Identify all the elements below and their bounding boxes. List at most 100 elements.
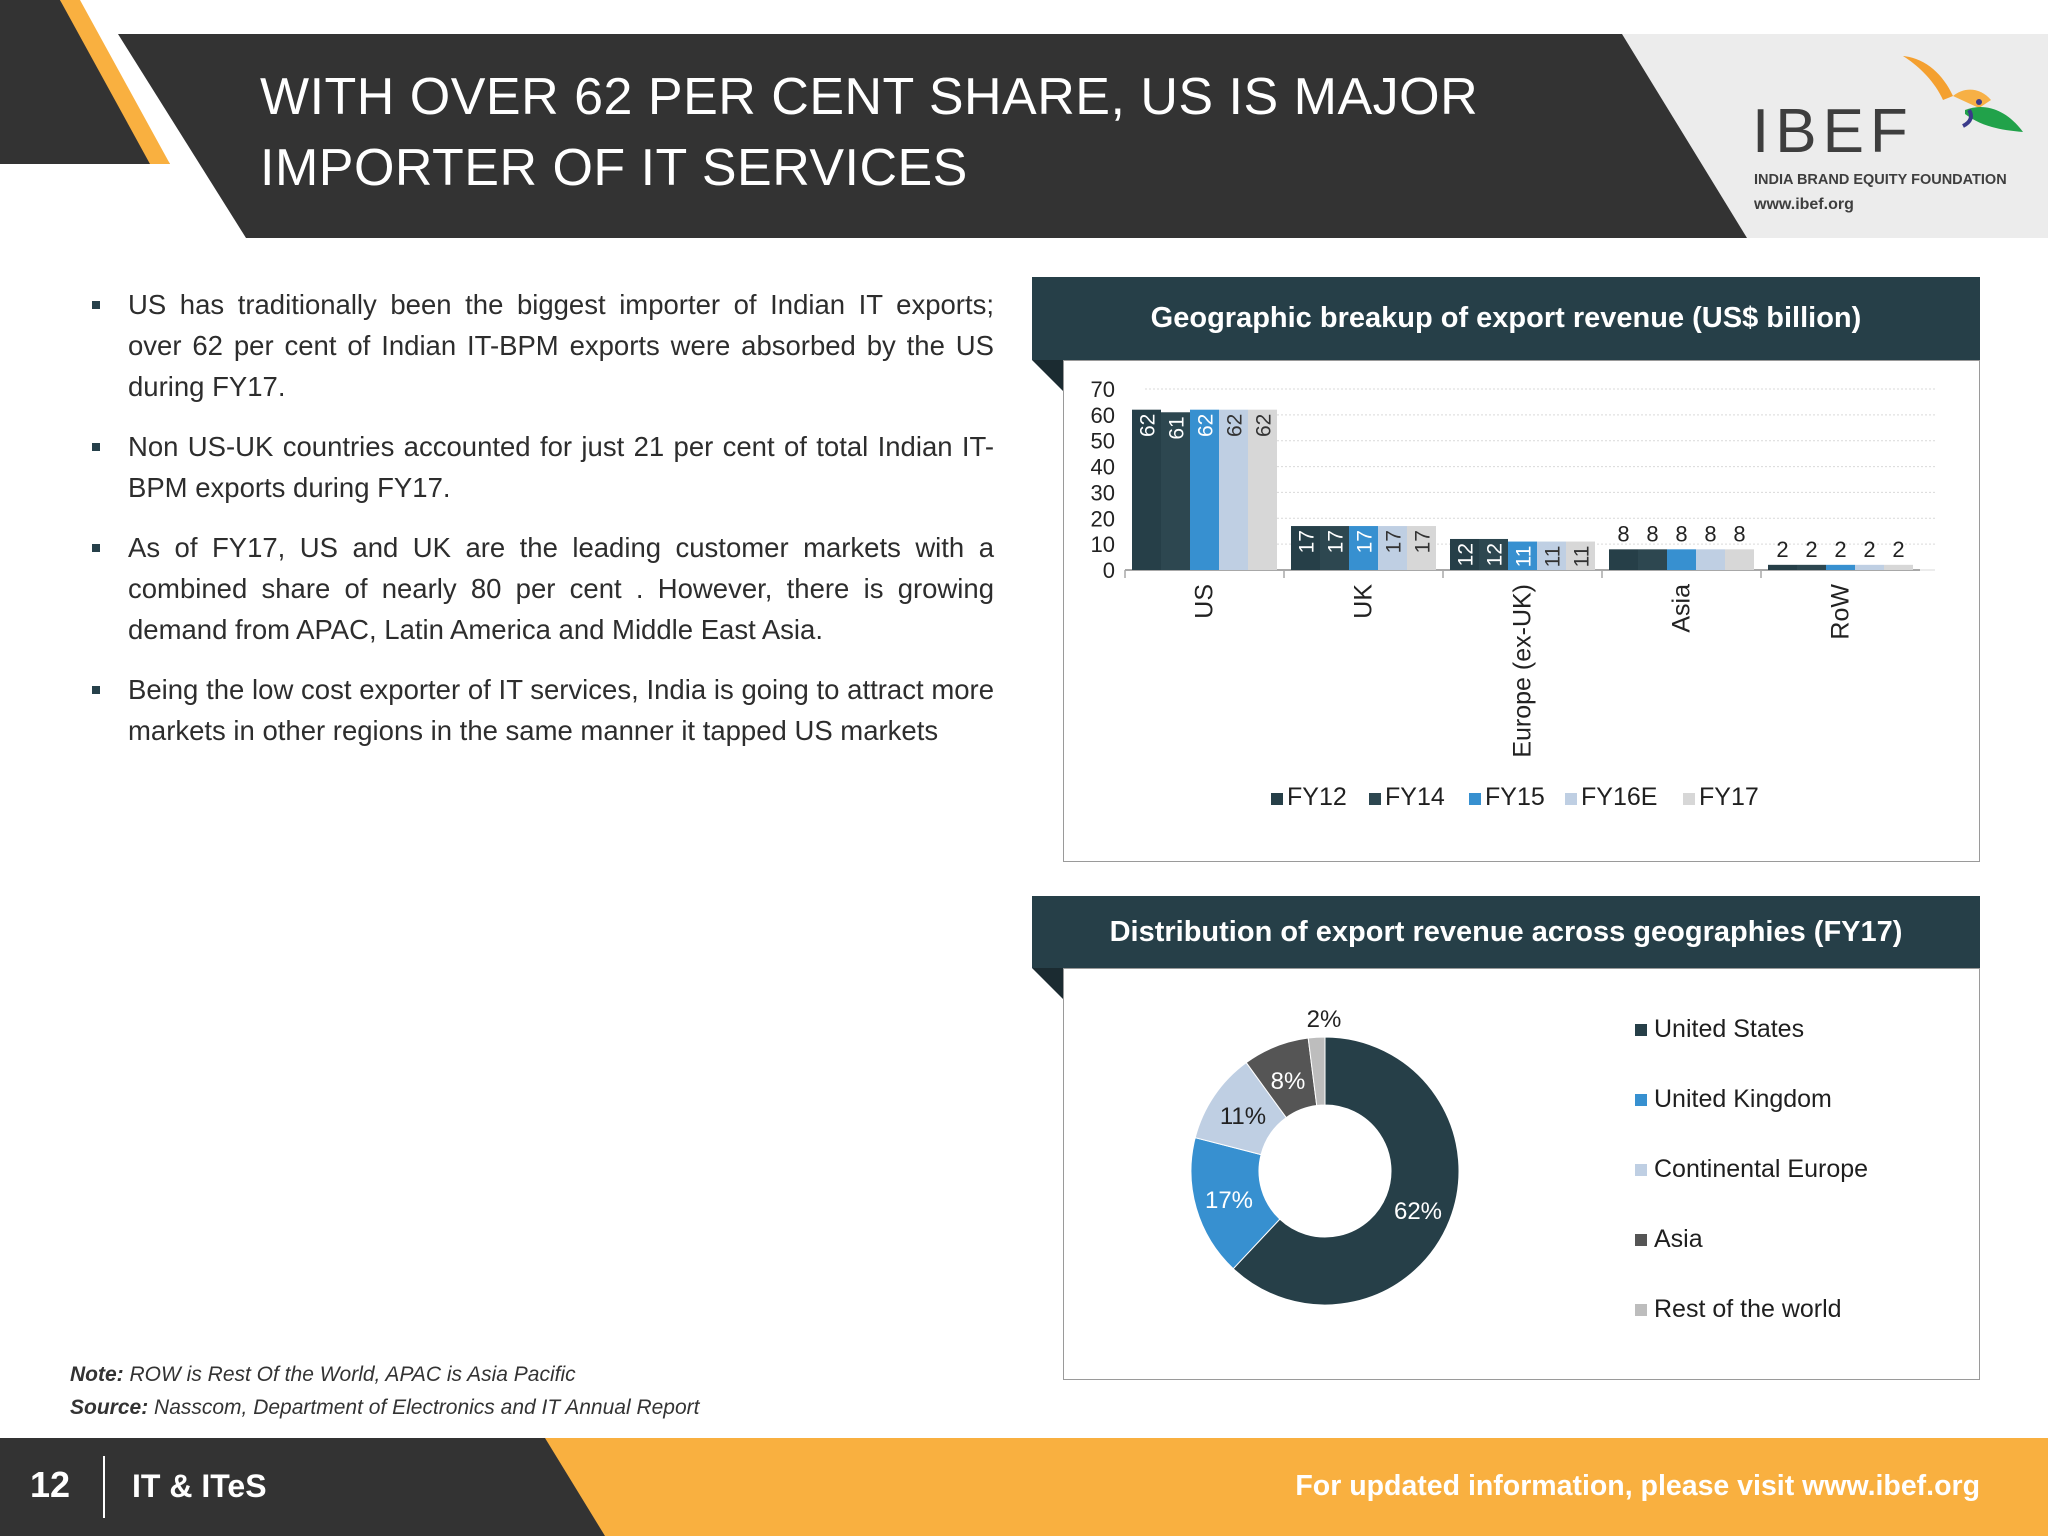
bar: [1378, 526, 1407, 570]
data-label: 2: [1834, 537, 1846, 562]
panel-fold: [1032, 968, 1063, 999]
bar: [1450, 538, 1479, 570]
bar: [1537, 541, 1566, 570]
bar: [1566, 541, 1595, 570]
logo-brand: IBEF: [1752, 97, 1914, 166]
bullet-text: US has traditionally been the biggest im…: [128, 289, 994, 402]
data-label: 17: [1296, 530, 1319, 553]
data-label: 17: [1412, 530, 1435, 553]
data-label: 62: [1137, 414, 1160, 437]
data-label: 17: [1325, 530, 1348, 553]
data-label: 17: [1354, 530, 1377, 553]
donut-chart: 62% 17% 11%8% 2% United States United Kingdom…: [1032, 968, 1868, 1323]
y-tick-label: 20: [1091, 506, 1115, 531]
x-category-label: RoW: [1827, 584, 1855, 640]
data-label: 8: [1704, 521, 1716, 546]
bar: [1768, 564, 1797, 570]
legend-swatch: [1683, 793, 1695, 805]
note-text: ROW is Rest Of the World, APAC is Asia P…: [123, 1363, 576, 1386]
section-name: IT & ITeS: [132, 1468, 267, 1504]
data-label: 62: [1224, 414, 1247, 437]
ibef-logo[interactable]: IBEF INDIA BRAND EQUITY FOUNDATION www.i…: [1740, 52, 2030, 222]
y-tick-label: 10: [1091, 532, 1115, 557]
data-label: 2: [1805, 537, 1817, 562]
data-label: 2: [1776, 537, 1788, 562]
bar: [1248, 409, 1277, 570]
y-tick-label: 60: [1091, 403, 1115, 428]
data-label: 62: [1195, 414, 1218, 437]
bullet-text: Being the low cost exporter of IT servic…: [128, 674, 994, 746]
legend-label: FY17: [1699, 783, 1759, 811]
bar: [1855, 564, 1884, 570]
footer-banner: [0, 1438, 2048, 1536]
data-label: 2: [1863, 537, 1875, 562]
data-label: 11: [1513, 546, 1536, 568]
legend-swatch: [1635, 1234, 1647, 1246]
bullet-marker: [92, 544, 100, 552]
legend-swatch: [1469, 793, 1481, 805]
data-label: 11: [1571, 546, 1594, 568]
bar: [1797, 564, 1826, 570]
bullet-marker: [92, 686, 100, 694]
header-banner: [0, 0, 2048, 240]
bar: [1479, 538, 1508, 570]
bird-icon: [1903, 56, 2023, 132]
donut-chart-title: Distribution of export revenue across ge…: [1032, 896, 1980, 968]
page-title-line-2: IMPORTER OF IT SERVICES: [260, 139, 968, 197]
legend-swatch: [1635, 1024, 1647, 1036]
data-label: 12: [1484, 543, 1507, 566]
panel-fold: [1032, 360, 1063, 391]
note-line: Note: ROW is Rest Of the World, APAC is …: [70, 1358, 700, 1391]
source-label: Source:: [70, 1396, 149, 1419]
slice-label: 62%: [1394, 1198, 1442, 1225]
y-tick-label: 70: [1091, 377, 1115, 402]
bullet-marker: [92, 301, 100, 309]
y-tick-label: 40: [1091, 455, 1115, 480]
legend-label: United Kingdom: [1654, 1085, 1832, 1113]
bar: [1349, 526, 1378, 570]
bullet-item: As of FY17, US and UK are the leading cu…: [88, 527, 994, 650]
footer-divider: [103, 1456, 105, 1518]
data-label: 8: [1617, 521, 1629, 546]
data-label: 61: [1166, 416, 1189, 439]
x-category-label: UK: [1350, 584, 1378, 619]
source-line: Source: Nasscom, Department of Electroni…: [70, 1391, 700, 1424]
legend-swatch: [1635, 1304, 1647, 1316]
legend-label: FY16E: [1581, 783, 1657, 811]
source-text: Nasscom, Department of Electronics and I…: [148, 1396, 700, 1419]
bullet-marker: [92, 443, 100, 451]
bar: [1190, 409, 1219, 570]
legend-label: United States: [1654, 1015, 1804, 1043]
bullet-item: US has traditionally been the biggest im…: [88, 284, 994, 407]
legend-swatch: [1565, 793, 1577, 805]
legend-swatch: [1635, 1094, 1647, 1106]
bar: [1291, 526, 1320, 570]
x-category-label: Asia: [1668, 584, 1696, 633]
bar: [1407, 526, 1436, 570]
bar: [1508, 541, 1537, 570]
data-label: 8: [1646, 521, 1658, 546]
bar: [1219, 409, 1248, 570]
bar: [1320, 526, 1349, 570]
legend-label: FY12: [1287, 783, 1347, 811]
slice-label: 2%: [1307, 1006, 1342, 1033]
legend-swatch: [1271, 793, 1283, 805]
slice-label: 11%: [1220, 1103, 1266, 1130]
footer-website-link[interactable]: For updated information, please visit ww…: [1295, 1470, 1980, 1502]
x-category-label: US: [1191, 584, 1219, 619]
bullet-item: Being the low cost exporter of IT servic…: [88, 669, 994, 751]
bar: [1667, 549, 1696, 570]
legend-swatch: [1635, 1164, 1647, 1176]
bullet-text: As of FY17, US and UK are the leading cu…: [128, 532, 994, 645]
bar: [1638, 549, 1667, 570]
data-label: 8: [1733, 521, 1745, 546]
x-category-label: Europe (ex-UK): [1509, 584, 1537, 758]
bar: [1161, 412, 1190, 570]
donut-slice: [1307, 1036, 1326, 1107]
bar: [1884, 564, 1913, 570]
legend-swatch: [1369, 793, 1381, 805]
logo-tagline: INDIA BRAND EQUITY FOUNDATION: [1754, 172, 2007, 188]
slice-label: 8%: [1271, 1068, 1306, 1095]
page-number: 12: [30, 1464, 71, 1505]
